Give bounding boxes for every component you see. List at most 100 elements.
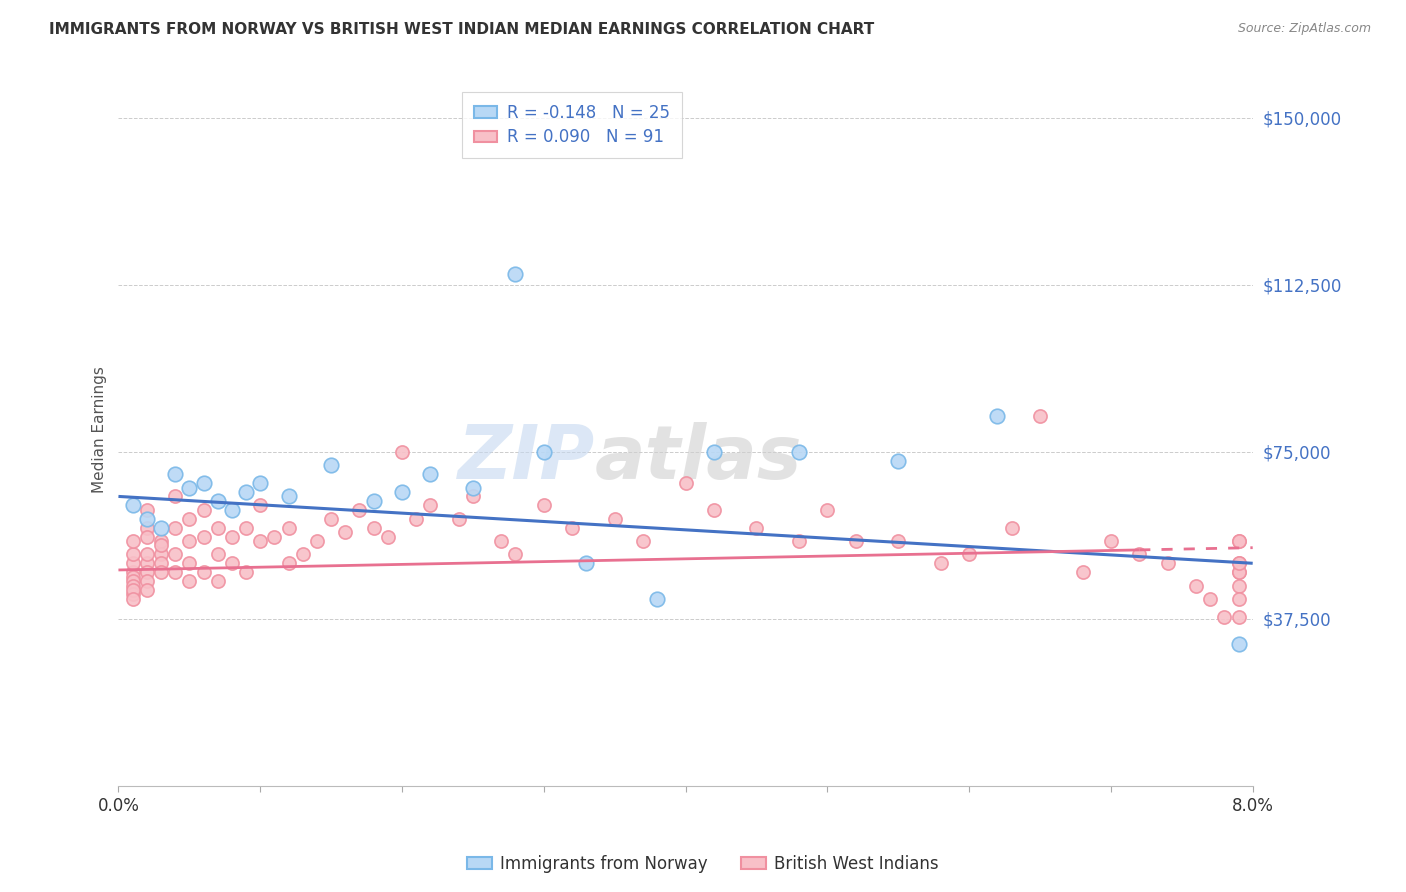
Point (1001, 521, 1024, 535)
Point (135, 521, 157, 535)
Point (321, 458, 343, 473)
Point (179, 556, 201, 570)
Point (815, 503, 838, 517)
Point (575, 556, 598, 570)
Point (887, 454, 910, 468)
Point (135, 503, 157, 517)
Point (121, 565, 143, 579)
Point (121, 587, 143, 601)
Legend: Immigrants from Norway, British West Indians: Immigrants from Norway, British West Ind… (460, 848, 946, 880)
Point (135, 565, 157, 579)
Point (603, 512, 626, 526)
Point (1029, 409, 1052, 424)
Point (363, 494, 385, 508)
Text: IMMIGRANTS FROM NORWAY VS BRITISH WEST INDIAN MEDIAN EARNINGS CORRELATION CHART: IMMIGRANTS FROM NORWAY VS BRITISH WEST I… (49, 22, 875, 37)
Point (121, 547, 143, 561)
Point (1099, 533, 1122, 548)
Point (193, 503, 215, 517)
Point (277, 521, 299, 535)
Point (149, 538, 172, 552)
Point (221, 529, 243, 543)
Point (135, 529, 157, 543)
Point (221, 556, 243, 570)
Point (235, 485, 257, 500)
Point (121, 578, 143, 592)
Point (179, 481, 201, 495)
Point (149, 533, 172, 548)
Point (1156, 556, 1178, 570)
Point (1071, 565, 1094, 579)
Point (745, 521, 768, 535)
Text: Source: ZipAtlas.com: Source: ZipAtlas.com (1237, 22, 1371, 36)
Point (135, 582, 157, 597)
Point (349, 503, 371, 517)
Point (533, 499, 555, 513)
Point (1227, 533, 1250, 548)
Point (249, 476, 271, 491)
Point (207, 547, 229, 561)
Point (957, 547, 980, 561)
Point (1199, 591, 1222, 606)
Point (787, 533, 810, 548)
Point (1227, 636, 1250, 650)
Point (121, 569, 143, 583)
Point (703, 445, 725, 459)
Legend: R = -0.148   N = 25, R = 0.090   N = 91: R = -0.148 N = 25, R = 0.090 N = 91 (463, 92, 682, 158)
Point (1227, 565, 1250, 579)
Point (887, 533, 910, 548)
Point (645, 591, 668, 606)
Point (121, 556, 143, 570)
Point (249, 533, 271, 548)
Point (179, 574, 201, 588)
Text: ZIP: ZIP (457, 422, 595, 494)
Point (1227, 533, 1250, 548)
Point (121, 582, 143, 597)
Point (165, 521, 187, 535)
Point (1128, 547, 1150, 561)
Point (461, 490, 484, 504)
Y-axis label: Median Earnings: Median Earnings (93, 366, 107, 493)
Point (391, 485, 413, 500)
Point (447, 512, 470, 526)
Point (305, 533, 328, 548)
Point (363, 521, 385, 535)
Point (121, 499, 143, 513)
Point (321, 512, 343, 526)
Point (149, 556, 172, 570)
Point (675, 476, 697, 491)
Point (149, 521, 172, 535)
Point (1227, 591, 1250, 606)
Point (135, 574, 157, 588)
Point (787, 445, 810, 459)
Point (193, 476, 215, 491)
Point (165, 547, 187, 561)
Point (193, 565, 215, 579)
Point (845, 533, 868, 548)
Point (419, 467, 441, 482)
Point (121, 533, 143, 548)
Point (1227, 578, 1250, 592)
Point (165, 490, 187, 504)
Point (1213, 609, 1236, 624)
Point (1227, 556, 1250, 570)
Point (193, 529, 215, 543)
Point (505, 547, 527, 561)
Point (631, 533, 654, 548)
Point (135, 512, 157, 526)
Point (419, 499, 441, 513)
Point (207, 521, 229, 535)
Point (121, 591, 143, 606)
Point (149, 547, 172, 561)
Point (391, 445, 413, 459)
Point (533, 445, 555, 459)
Point (929, 556, 952, 570)
Point (1185, 578, 1208, 592)
Point (277, 556, 299, 570)
Point (165, 565, 187, 579)
Point (221, 503, 243, 517)
Point (135, 547, 157, 561)
Point (179, 533, 201, 548)
Point (121, 574, 143, 588)
Point (1227, 565, 1250, 579)
Point (461, 481, 484, 495)
